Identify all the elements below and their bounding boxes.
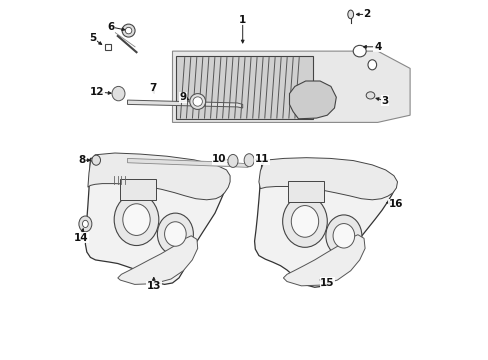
Bar	[288, 181, 324, 202]
Polygon shape	[127, 158, 247, 167]
Ellipse shape	[164, 222, 186, 246]
Ellipse shape	[122, 204, 150, 235]
Ellipse shape	[332, 224, 354, 248]
Polygon shape	[118, 236, 197, 284]
Polygon shape	[88, 153, 230, 200]
Ellipse shape	[325, 215, 361, 257]
Ellipse shape	[227, 154, 238, 167]
Ellipse shape	[366, 92, 374, 99]
Ellipse shape	[352, 45, 366, 57]
Text: 11: 11	[254, 154, 268, 164]
Text: 2: 2	[363, 9, 370, 19]
Polygon shape	[289, 81, 336, 119]
Ellipse shape	[82, 220, 88, 228]
Text: 15: 15	[319, 278, 334, 288]
Polygon shape	[127, 100, 242, 108]
Text: 10: 10	[212, 154, 226, 164]
Text: 1: 1	[239, 15, 246, 25]
Text: 6: 6	[107, 22, 115, 32]
Text: 3: 3	[381, 96, 388, 106]
Ellipse shape	[244, 154, 254, 167]
Text: 4: 4	[373, 42, 381, 52]
Text: 14: 14	[73, 233, 88, 243]
Text: 16: 16	[387, 199, 402, 210]
Ellipse shape	[193, 97, 202, 106]
Text: 8: 8	[78, 155, 85, 165]
Bar	[176, 56, 312, 119]
Ellipse shape	[291, 206, 318, 237]
Polygon shape	[172, 51, 409, 122]
Bar	[120, 179, 156, 200]
Ellipse shape	[157, 213, 193, 255]
Ellipse shape	[347, 10, 353, 19]
Text: 9: 9	[180, 92, 186, 102]
Polygon shape	[283, 235, 365, 286]
Polygon shape	[254, 160, 394, 287]
Ellipse shape	[79, 216, 92, 232]
Ellipse shape	[92, 155, 101, 165]
Polygon shape	[258, 158, 397, 200]
Text: 7: 7	[149, 83, 156, 93]
Ellipse shape	[367, 60, 376, 70]
Text: 13: 13	[146, 281, 161, 291]
Polygon shape	[85, 156, 225, 284]
Ellipse shape	[112, 86, 125, 101]
Text: 5: 5	[89, 33, 96, 43]
Ellipse shape	[282, 195, 326, 247]
Ellipse shape	[114, 194, 159, 246]
Ellipse shape	[125, 27, 132, 34]
Text: 12: 12	[89, 87, 104, 97]
Ellipse shape	[189, 94, 205, 109]
Ellipse shape	[122, 24, 135, 37]
